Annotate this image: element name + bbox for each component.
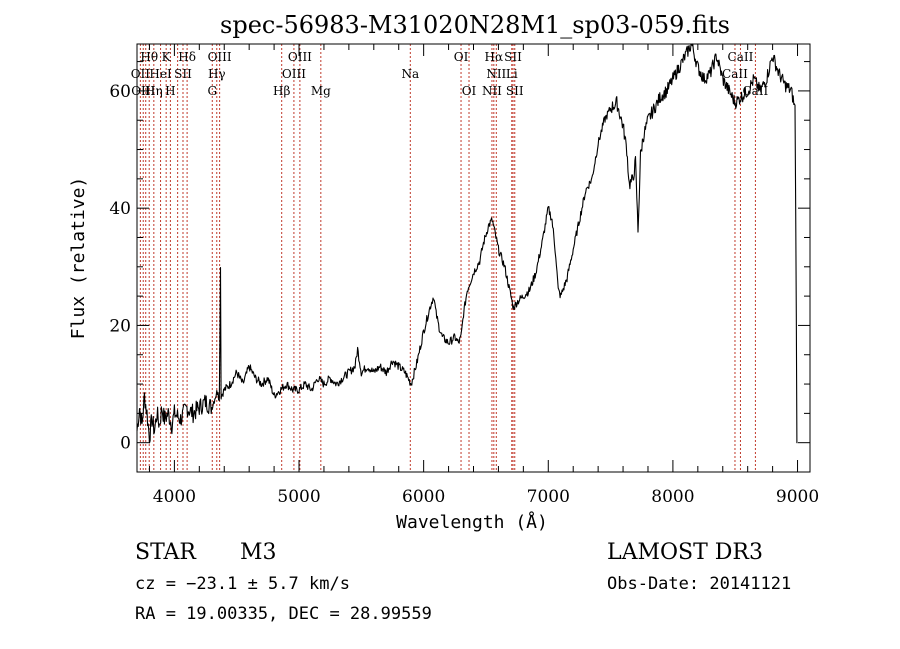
line-label-16: Li [506,67,518,81]
line-label-0: Hθ [140,50,158,64]
line-label-8: CaII [728,50,754,64]
line-label-3: OIII [208,50,232,64]
spectrum-series-line [136,43,798,444]
line-label-25: NII [482,84,502,98]
line-label-19: Hη [145,84,163,98]
tick-labels: 4000 5000 6000 7000 8000 9000 0 20 40 60 [109,82,819,507]
subclass-label: M3 [240,540,277,565]
y-tick-label-3: 60 [109,82,131,102]
plot-frame [136,43,811,473]
line-label-26: SII [506,84,524,98]
survey-label: LAMOST DR3 [607,540,763,565]
line-label-9: OII [131,67,151,81]
line-label-4: OIII [288,50,312,64]
obs-date-label: Obs-Date: 20141121 [607,574,791,594]
redshift-label: cz = −23.1 ± 5.7 km/s [135,574,350,594]
coords-label: RA = 19.00335, DEC = 28.99559 [135,604,432,624]
line-label-14: Na [401,67,419,81]
x-tick-label-1: 5000 [277,487,320,507]
class-label: STAR [135,540,197,565]
line-label-10: HeI [149,67,172,81]
line-label-15: NII [486,67,506,81]
x-tick-label-2: 6000 [402,487,445,507]
x-tick-label-4: 8000 [651,487,694,507]
x-tick-label-0: 4000 [153,487,196,507]
y-tick-label-1: 20 [109,316,131,336]
line-label-13: OIII [282,67,306,81]
line-label-21: G [207,84,217,98]
line-label-23: Mg [311,84,331,98]
line-label-1: K [162,50,172,64]
axis-ticks [137,44,810,473]
x-tick-label-5: 9000 [776,487,819,507]
line-label-7: SII [504,50,522,64]
y-axis-label: Flux (relative) [68,177,89,340]
line-label-11: SII [174,67,192,81]
line-label-6: Hα [485,50,504,64]
line-label-5: OI [454,50,469,64]
line-label-12: Hγ [208,67,226,81]
reference-lines [139,44,756,472]
y-tick-label-2: 40 [109,199,131,219]
line-label-27: CaII [742,84,768,98]
line-label-20: H [165,84,175,98]
line-label-17: CaII [722,67,748,81]
x-tick-label-3: 7000 [527,487,570,507]
line-label-2: Hδ [178,50,196,64]
line-label-24: OI [462,84,477,98]
y-tick-label-0: 0 [120,434,131,454]
chart-title: spec-56983-M31020N28M1_sp03-059.fits [220,11,730,39]
x-axis-label: Wavelength (Å) [396,511,548,533]
line-label-22: Hβ [273,84,290,98]
